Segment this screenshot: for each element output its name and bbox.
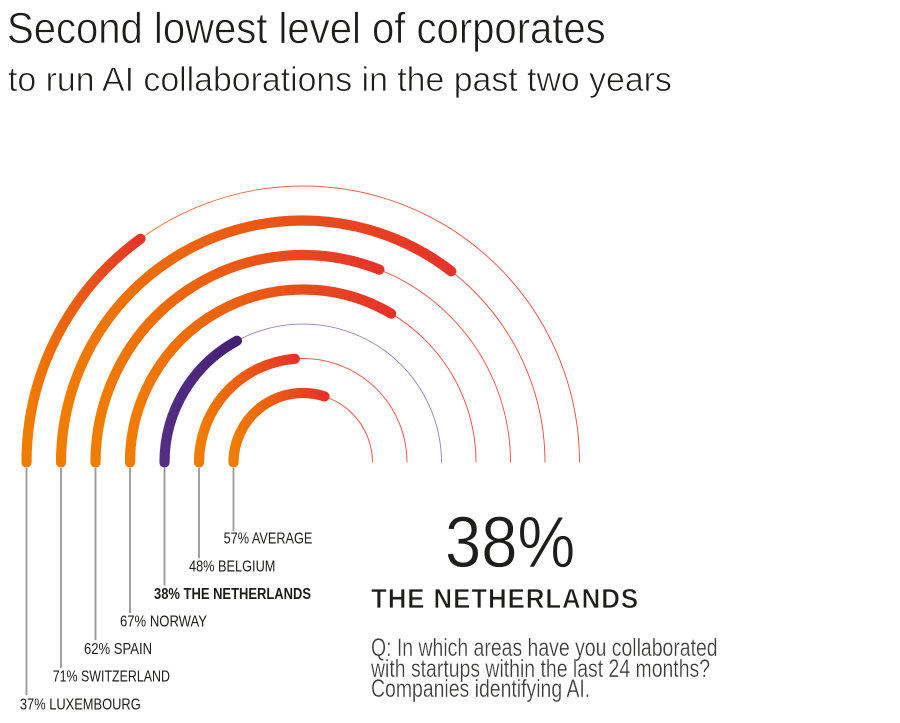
svg-text:48% BELGIUM: 48% BELGIUM xyxy=(189,558,275,575)
svg-text:71% SWITZERLAND: 71% SWITZERLAND xyxy=(53,669,170,686)
svg-text:67% NORWAY: 67% NORWAY xyxy=(120,614,207,631)
svg-text:38% THE NETHERLANDS: 38% THE NETHERLANDS xyxy=(154,586,311,603)
svg-text:57% AVERAGE: 57% AVERAGE xyxy=(224,531,313,548)
svg-text:37% LUXEMBOURG: 37% LUXEMBOURG xyxy=(20,696,141,713)
svg-text:62% SPAIN: 62% SPAIN xyxy=(84,641,152,658)
